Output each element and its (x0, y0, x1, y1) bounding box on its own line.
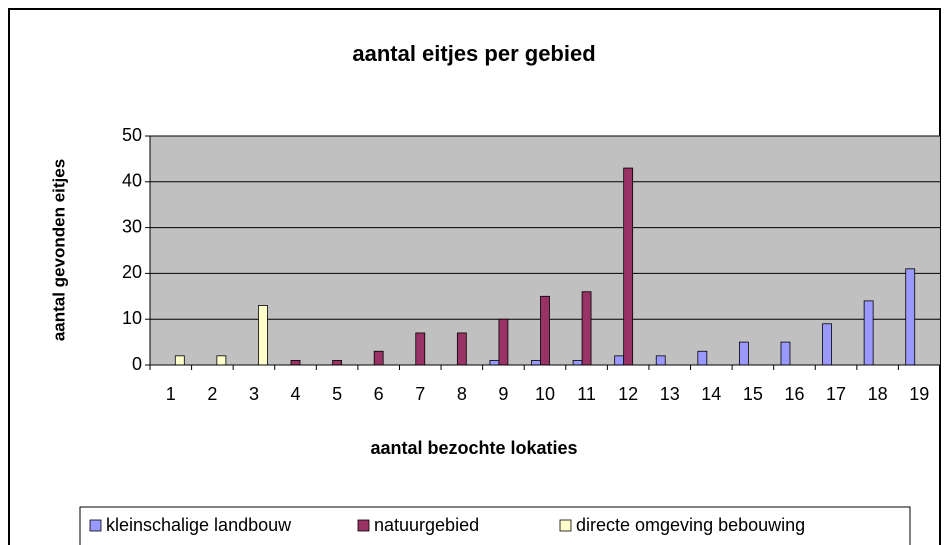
legend-label: kleinschalige landbouw (106, 515, 292, 535)
y-tick-label: 30 (122, 216, 142, 236)
legend-box (79, 506, 911, 545)
bar (373, 350, 384, 366)
bar (489, 360, 500, 366)
bar (415, 332, 426, 366)
y-tick-label: 10 (122, 308, 142, 328)
x-tick-label: 5 (332, 384, 342, 404)
bar (572, 360, 583, 366)
bar (174, 355, 185, 366)
bar (258, 305, 268, 366)
x-tick-label: 8 (457, 384, 467, 404)
bar (738, 341, 749, 366)
x-tick-label: 2 (207, 384, 217, 404)
x-tick-label: 15 (743, 384, 763, 404)
legend-swatch (89, 519, 102, 532)
bar (655, 355, 666, 366)
legend-label: natuurgebied (374, 515, 479, 535)
x-tick-label: 6 (374, 384, 384, 404)
x-tick-label: 11 (577, 384, 596, 404)
bar (623, 167, 634, 366)
y-axis-title: aantal gevonden eitjes (49, 159, 68, 341)
bar (290, 360, 301, 366)
x-tick-label: 9 (498, 384, 508, 404)
x-tick-label: 1 (166, 384, 176, 404)
y-tick-label: 40 (122, 171, 142, 191)
chart-title: aantal eitjes per gebied (352, 41, 595, 66)
bar (905, 268, 916, 366)
x-tick-label: 3 (249, 384, 259, 404)
bar (216, 355, 227, 366)
y-tick-label: 50 (122, 125, 142, 145)
bar (498, 318, 509, 366)
legend-swatch (357, 519, 370, 532)
bar (332, 360, 343, 366)
bar (581, 291, 592, 366)
bar (456, 332, 467, 366)
x-tick-label: 14 (701, 384, 721, 404)
y-tick-label: 20 (122, 262, 142, 282)
x-tick-label: 19 (909, 384, 929, 404)
x-tick-label: 12 (618, 384, 638, 404)
legend-label: directe omgeving bebouwing (576, 515, 805, 535)
x-tick-label: 7 (415, 384, 425, 404)
bar (540, 295, 550, 366)
x-tick-label: 10 (535, 384, 555, 404)
bar (822, 323, 832, 366)
bar (614, 355, 625, 366)
x-tick-label: 17 (826, 384, 846, 404)
x-tick-label: 18 (868, 384, 888, 404)
bar (863, 300, 874, 366)
x-tick-label: 16 (784, 384, 804, 404)
x-axis-title: aantal bezochte lokaties (370, 438, 577, 458)
bar (531, 360, 541, 366)
x-tick-label: 13 (660, 384, 680, 404)
legend-swatch (559, 519, 572, 532)
bar (780, 341, 791, 366)
x-tick-label: 4 (291, 384, 301, 404)
y-tick-label: 0 (132, 354, 142, 374)
bar (697, 350, 708, 366)
